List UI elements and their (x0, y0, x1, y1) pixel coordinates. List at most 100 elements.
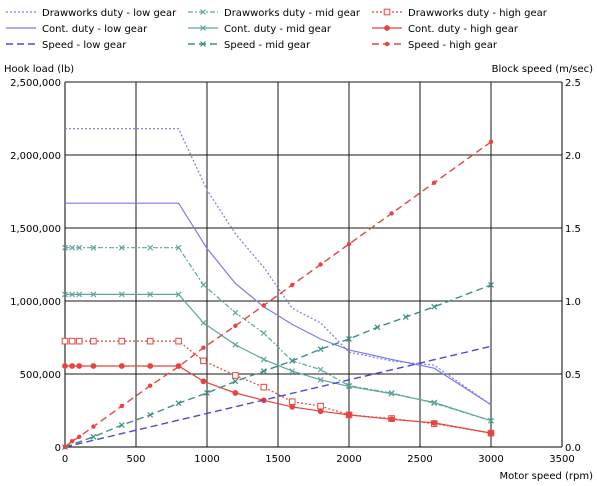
series-drawworks-duty-high-gear-point (146, 337, 154, 345)
series-cont-duty-mid-gear-point (69, 291, 76, 298)
series-cont-duty-mid-gear-point-stroke (388, 390, 395, 397)
series-cont-duty-high-gear-point (317, 408, 324, 415)
legend-label: Drawworks duty - mid gear (224, 8, 361, 19)
series-cont-duty-mid-gear-point-stroke (488, 417, 494, 424)
series-drawworks-duty-high-gear-point (288, 398, 296, 406)
series-drawworks-duty-mid-gear-point (90, 244, 97, 251)
x-axis-label: Motor speed (rpm) (500, 471, 594, 482)
series-speed-mid-gear-point-stroke (289, 357, 296, 364)
series-cont-duty-mid-gear-point (317, 376, 324, 383)
series-cont-duty-mid-gear-point-stroke (317, 376, 324, 383)
legend-marker-stroke (200, 25, 206, 31)
series-speed-mid-gear-point (488, 282, 494, 288)
series-speed-high-gear (62, 139, 494, 450)
y2-tick-label: 0.0 (565, 443, 581, 454)
legend-item: Speed - mid gear (188, 40, 311, 51)
series-drawworks-duty-mid-gear-point (260, 330, 267, 337)
series-drawworks-duty-mid-gear-point-stroke (90, 244, 97, 251)
series-speed-mid-gear-point (402, 314, 409, 320)
series-speed-low-gear-line (64, 345, 492, 448)
legend-marker-stroke (200, 41, 206, 47)
y2-tick-label: 0.5 (565, 370, 581, 381)
series-drawworks-duty-mid-gear-point-stroke (232, 309, 239, 316)
x-tick-label: 1500 (265, 454, 290, 465)
series-drawworks-duty-mid-gear-point-stroke (118, 244, 125, 251)
series-drawworks-duty-mid-gear-point (69, 244, 76, 251)
series-speed-high-gear-point (346, 241, 352, 247)
legend-label: Speed - low gear (42, 40, 127, 51)
series-cont-duty-mid-gear-point (260, 356, 267, 363)
series-speed-mid-gear-point-stroke (118, 422, 125, 429)
series-drawworks-duty-mid-gear-point-stroke (76, 244, 83, 251)
legend-marker (200, 25, 206, 31)
series-cont-duty-mid-gear-point (289, 368, 296, 375)
series-drawworks-duty-mid-gear-point (118, 244, 125, 251)
series-speed-mid-gear-point (260, 368, 267, 375)
series-drawworks-duty-high-gear-line (65, 340, 492, 434)
series-speed-mid-gear-point (175, 400, 182, 407)
series-drawworks-duty-mid-gear-point-stroke (175, 244, 182, 251)
legend-item: Cont. duty - mid gear (188, 24, 332, 35)
x-tick-label: 0 (62, 454, 68, 465)
series-drawworks-duty-mid-gear-point (200, 282, 207, 288)
series-cont-duty-high-gear-point (346, 411, 352, 418)
legend-item: Cont. duty - low gear (6, 24, 148, 35)
x-tick-label: 500 (126, 454, 145, 465)
series-drawworks-duty-high-gear-point (90, 337, 97, 345)
series-speed-mid-gear-point-stroke (402, 314, 409, 320)
legend-item: Drawworks duty - low gear (6, 8, 177, 19)
series-cont-duty-mid-gear-line (65, 293, 492, 422)
series-cont-duty-high-gear-point (147, 363, 154, 369)
x-tick-label: 2500 (407, 454, 432, 465)
legend-marker-stroke (200, 9, 206, 15)
y-tick-label: 1,500,000 (10, 224, 61, 235)
series-speed-mid-gear-point-stroke (374, 324, 381, 331)
series-speed-mid-gear-point-stroke (260, 368, 267, 375)
series-cont-duty-high-gear-point (388, 416, 395, 423)
series-speed-high-gear-point (290, 282, 295, 288)
series-speed-mid-gear-point-stroke (147, 411, 154, 418)
series-drawworks-duty-mid-gear-point (76, 244, 83, 251)
series-speed-high-gear-point (148, 383, 153, 388)
series-cont-duty-mid-gear-point (118, 291, 125, 298)
series-cont-duty-high-gear-point (232, 390, 239, 396)
legend-item: Drawworks duty - high gear (372, 8, 548, 19)
series-speed-mid-gear-point-stroke (90, 433, 97, 440)
x-tick-label: 3500 (549, 454, 574, 465)
y-tick-label: 1,000,000 (10, 297, 61, 308)
x-tick-label: 1000 (194, 454, 219, 465)
series-speed-mid-gear-point (204, 390, 210, 396)
y-axis-label: Hook load (lb) (4, 64, 74, 75)
legend-item: Cont. duty - high gear (372, 24, 519, 35)
grid-lines (65, 81, 563, 447)
series-cont-duty-low-gear (65, 202, 492, 406)
series-drawworks-duty-mid-gear-point (175, 244, 182, 251)
series-cont-duty-mid-gear-point (488, 417, 494, 424)
series-cont-duty-high-gear-point (431, 420, 438, 426)
series-drawworks-duty-high-gear-point (232, 372, 239, 379)
series-drawworks-duty-high-gear-point (61, 337, 69, 345)
legend-label: Speed - mid gear (224, 40, 311, 51)
legend-label: Drawworks duty - low gear (42, 8, 177, 19)
series-speed-high-gear-point (233, 323, 238, 329)
series-cont-duty-mid-gear-point (90, 291, 97, 298)
series-speed-high-gear-point (488, 139, 494, 145)
series-cont-duty-mid-gear-point-stroke (431, 399, 438, 406)
series-drawworks-duty-low-gear-line (65, 128, 492, 406)
series-cont-duty-mid-gear-point-stroke (118, 291, 125, 298)
series-speed-mid-gear-point (90, 433, 97, 440)
series-speed-low-gear (64, 345, 492, 448)
series-drawworks-duty-mid-gear-point-stroke (69, 244, 76, 251)
legend-item: Drawworks duty - mid gear (188, 8, 361, 19)
series-cont-duty-mid-gear-point-stroke (289, 368, 296, 375)
series-drawworks-duty-mid-gear-point (317, 366, 324, 373)
series-speed-mid-gear-point-stroke (204, 390, 210, 396)
series-drawworks-duty-high-gear-point (260, 383, 268, 391)
series-cont-duty-mid-gear-point-stroke (200, 319, 207, 326)
series-speed-high-gear-point (318, 262, 323, 267)
series-speed-high-gear-point (389, 211, 394, 216)
y2-tick-label: 2.5 (565, 78, 581, 89)
series-drawworks-duty-high-gear-point (68, 337, 76, 345)
series-cont-duty-mid-gear-point (76, 291, 83, 298)
